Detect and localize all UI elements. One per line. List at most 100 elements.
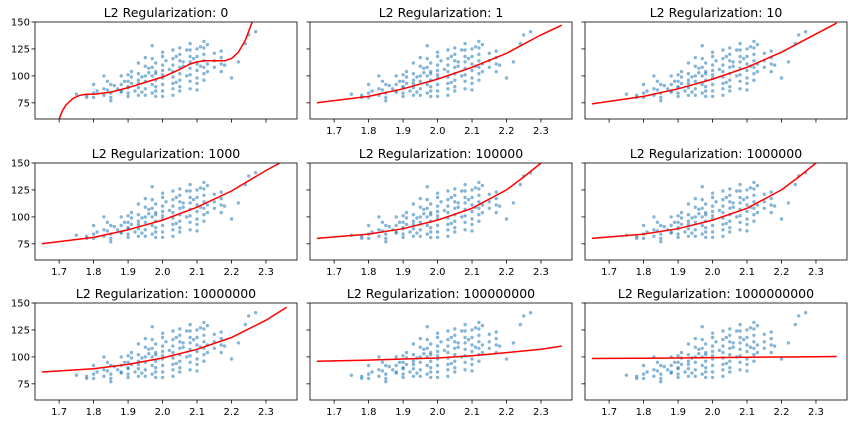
scatter-point [429, 94, 433, 99]
scatter-point [738, 341, 742, 345]
scatter-point [710, 214, 715, 218]
scatter-point [129, 350, 134, 355]
scatter-point [429, 89, 433, 93]
scatter-point [174, 195, 178, 200]
scatter-point [411, 61, 416, 65]
scatter-point [487, 65, 491, 70]
scatter-point [700, 65, 704, 70]
scatter-point [160, 89, 165, 93]
scatter-point [439, 200, 443, 204]
scatter-point [652, 228, 656, 232]
scatter-point [435, 50, 440, 54]
scatter-point [748, 186, 753, 190]
scatter-point [752, 180, 756, 185]
scatter-point [700, 74, 704, 78]
scatter-point [198, 64, 203, 68]
scatter-point [793, 182, 797, 187]
scatter-point [91, 95, 96, 100]
x-tick-label: 2.2 [499, 267, 515, 278]
scatter-point [738, 214, 742, 218]
scatter-point [380, 79, 385, 84]
scatter-point [494, 203, 498, 207]
scatter-point [188, 220, 192, 224]
scatter-point [411, 362, 416, 367]
scatter-point [195, 357, 199, 361]
scatter-point [641, 82, 646, 87]
scatter-point [453, 206, 457, 210]
scatter-point [624, 92, 629, 96]
scatter-point [143, 345, 147, 349]
scatter-point [212, 51, 216, 55]
scatter-point [721, 204, 725, 208]
scatter-point [480, 69, 485, 74]
scatter-point [202, 200, 206, 204]
scatter-point [126, 372, 130, 376]
scatter-point [724, 80, 728, 85]
scatter-point [425, 65, 429, 70]
scatter-point [769, 190, 773, 194]
scatter-point [178, 46, 182, 50]
scatter-point [188, 214, 192, 218]
scatter-point [714, 59, 718, 63]
scatter-points [624, 30, 808, 103]
scatter-point [102, 368, 106, 372]
scatter-point [473, 186, 478, 190]
scatter-point [109, 380, 113, 384]
scatter-point [704, 375, 708, 380]
scatter-point [171, 374, 175, 378]
scatter-point [717, 67, 722, 72]
scatter-point [160, 230, 165, 234]
scatter-point [803, 311, 808, 315]
subplot-title: L2 Regularization: 1000 [92, 146, 241, 161]
x-tick-label: 2.1 [189, 407, 205, 418]
scatter-point [136, 213, 141, 217]
scatter-point [769, 336, 773, 341]
scatter-point [181, 201, 185, 205]
scatter-point [425, 372, 429, 376]
scatter-point [669, 223, 673, 228]
subplot-8: L2 Regularization: 100000000 1.7 1.8 1.9 2.0… [306, 286, 573, 418]
scatter-point [738, 79, 742, 84]
scatter-point [769, 330, 773, 334]
scatter-point [710, 363, 715, 368]
scatter-point [738, 220, 742, 224]
scatter-point [728, 193, 732, 197]
scatter-point [109, 240, 113, 244]
y-tick-label: 125 [11, 325, 30, 336]
scatter-point [728, 353, 732, 357]
scatter-point [728, 219, 732, 223]
subplot-5: L2 Regularization: 100000 1.7 1.8 1.9 2.0 2.1… [306, 146, 573, 278]
scatter-point [205, 203, 210, 207]
scatter-point [721, 63, 725, 67]
scatter-point [384, 376, 388, 381]
scatter-point [477, 52, 481, 56]
scatter-point [401, 367, 405, 371]
scatter-point [202, 359, 206, 363]
scatter-point [219, 203, 223, 207]
scatter-point [697, 71, 701, 75]
scatter-point [762, 65, 766, 70]
scatter-point [728, 359, 732, 363]
scatter-point [150, 65, 154, 70]
scatter-point [160, 235, 165, 240]
scatter-point [408, 230, 412, 234]
scatter-point [429, 370, 433, 374]
scatter-point [745, 203, 749, 207]
scatter-point [470, 47, 474, 51]
scatter-point [178, 366, 182, 370]
scatter-point [136, 93, 141, 98]
scatter-point [710, 230, 715, 234]
scatter-point [143, 215, 147, 219]
scatter-point [762, 340, 766, 344]
scatter-point [738, 195, 742, 200]
scatter-point [731, 64, 735, 68]
scatter-point [171, 87, 175, 91]
scatter-point [411, 374, 416, 378]
scatter-point [143, 64, 147, 68]
scatter-point [494, 210, 498, 215]
scatter-point [150, 223, 154, 228]
scatter-point [700, 337, 704, 342]
scatter-point [133, 89, 137, 93]
scatter-point [185, 74, 189, 78]
scatter-point [676, 354, 680, 358]
